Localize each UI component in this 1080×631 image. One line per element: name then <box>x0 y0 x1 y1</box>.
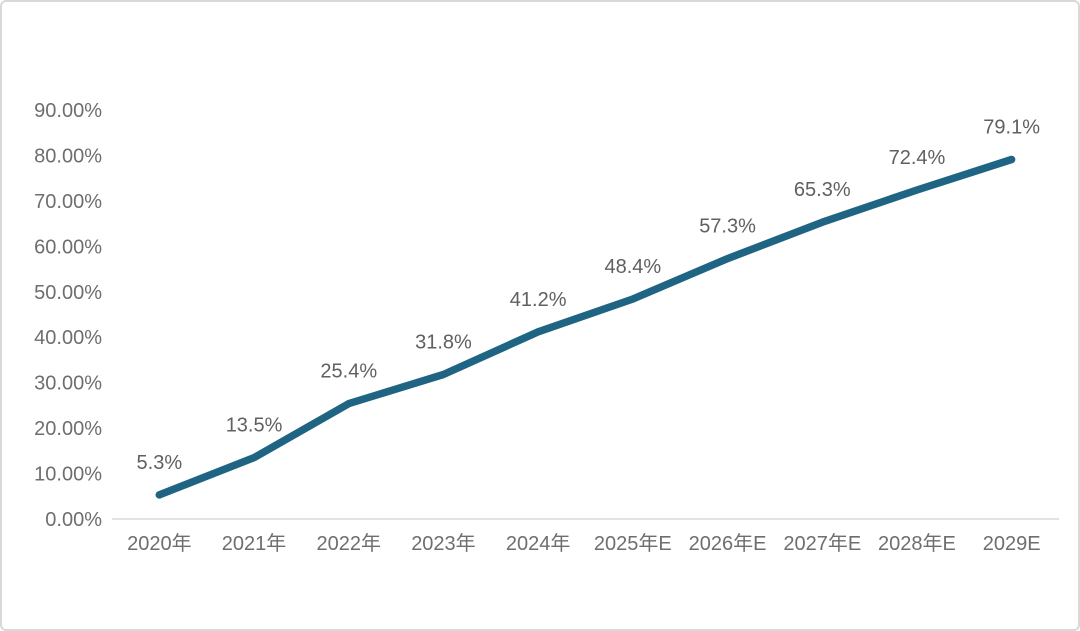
x-axis-label: 2026年E <box>689 532 767 555</box>
data-point-label: 65.3% <box>794 179 851 201</box>
x-axis-label: 2020年 <box>127 532 192 555</box>
x-axis-label: 2023年 <box>411 532 476 555</box>
data-series-line <box>155 155 1016 499</box>
y-axis-tick-label: 30.00% <box>34 373 102 395</box>
data-point-label: 48.4% <box>604 256 661 278</box>
x-axis-label: 2029E <box>983 533 1041 555</box>
data-point-label: 79.1% <box>983 117 1040 139</box>
y-axis-tick-label: 90.00% <box>34 100 102 122</box>
x-axis-label: 2022年 <box>317 532 382 555</box>
y-axis-tick-label: 10.00% <box>34 464 102 486</box>
x-axis-label: 2025年E <box>594 532 672 555</box>
data-point-label: 41.2% <box>510 289 567 311</box>
x-axis-label: 2027年E <box>783 532 861 555</box>
y-axis-tick-label: 70.00% <box>34 191 102 213</box>
data-point-label: 57.3% <box>699 216 756 238</box>
data-point-label: 72.4% <box>889 147 946 169</box>
x-axis-label: 2021年 <box>222 532 287 555</box>
x-axis-label: 2024年 <box>506 532 571 555</box>
data-point-label: 25.4% <box>320 361 377 383</box>
y-axis-tick-label: 20.00% <box>34 418 102 440</box>
y-axis-tick-label: 40.00% <box>34 327 102 349</box>
data-point-label: 5.3% <box>137 452 183 474</box>
y-axis-tick-label: 80.00% <box>34 145 102 167</box>
y-axis-tick-label: 60.00% <box>34 236 102 258</box>
y-axis-tick-label: 50.00% <box>34 282 102 304</box>
x-axis-label: 2028年E <box>878 532 956 555</box>
data-point-label: 13.5% <box>226 415 283 437</box>
y-axis-tick-label: 0.00% <box>45 509 102 531</box>
data-point-label: 31.8% <box>415 331 472 353</box>
